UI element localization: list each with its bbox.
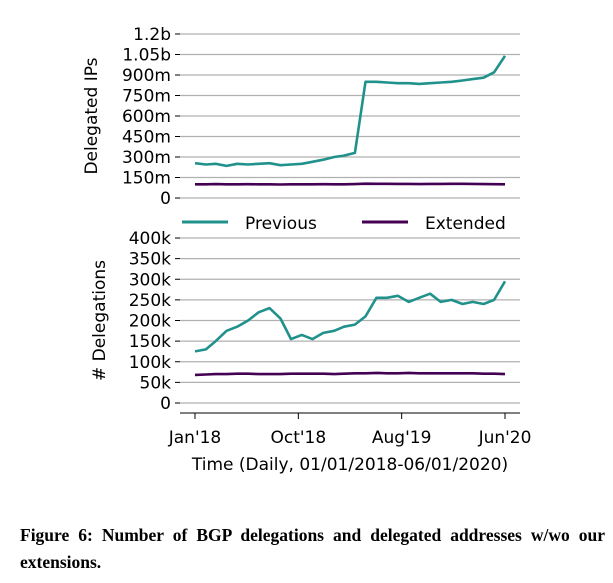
y-tick-label: 1.05b xyxy=(122,46,171,66)
y-tick-label: 400k xyxy=(129,229,171,249)
y-tick-label: 200k xyxy=(129,312,171,332)
y-tick-label: 450m xyxy=(122,128,171,148)
y-tick-label: 750m xyxy=(122,87,171,107)
series-line-previous xyxy=(194,55,507,168)
y-tick-label: 900m xyxy=(122,66,171,86)
x-tick-label: Jun'20 xyxy=(478,428,532,448)
y-tick-label: 350k xyxy=(129,250,171,270)
figure: 0150m300m450m600m750m900m1.05b1.2bDelega… xyxy=(82,25,531,475)
series-line-extended xyxy=(195,182,506,186)
y-tick-label: 300m xyxy=(122,148,171,168)
legend: Previous Extended xyxy=(182,214,506,234)
legend-label-previous: Previous xyxy=(245,214,317,234)
y-axis-label: Delegated IPs xyxy=(82,57,102,174)
y-axis-label: # Delegations xyxy=(90,260,110,381)
figure-caption: Figure 6: Number of BGP delegations and … xyxy=(20,525,605,572)
y-tick-label: 0 xyxy=(160,189,171,209)
y-tick-label: 300k xyxy=(129,270,171,290)
x-tick-label: Oct'18 xyxy=(270,428,326,448)
y-tick-label: 250k xyxy=(129,291,171,311)
y-tick-label: 150k xyxy=(129,332,171,352)
y-tick-label: 150m xyxy=(122,169,171,189)
x-axis-label: Time (Daily, 01/01/2018-06/01/2020) xyxy=(191,455,508,475)
y-tick-label: 600m xyxy=(122,107,171,127)
y-tick-label: 1.2b xyxy=(133,25,171,45)
y-tick-label: 50k xyxy=(140,373,172,393)
x-tick-label: Aug'19 xyxy=(372,428,432,448)
y-tick-label: 100k xyxy=(129,353,171,373)
series-line-previous xyxy=(194,280,507,353)
series-line-extended xyxy=(194,371,506,377)
y-tick-label: 0 xyxy=(160,394,171,414)
x-tick-label: Jan'18 xyxy=(168,428,222,448)
legend-label-extended: Extended xyxy=(425,214,506,234)
